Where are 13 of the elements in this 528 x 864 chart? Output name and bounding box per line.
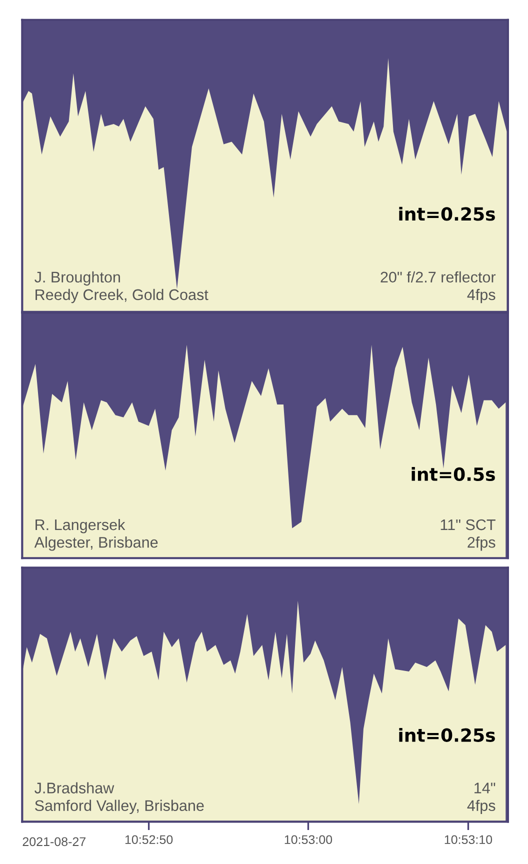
x-tick-label: 10:53:10	[444, 835, 492, 844]
text: 2021-08-27	[22, 837, 86, 846]
x-tick-label: 10:52:50	[125, 835, 173, 844]
annotation: 14" 4fps	[467, 782, 496, 814]
annotation: 20" f/2.7 reflector 4fps	[380, 271, 496, 304]
x-tick-label: 10:53:00	[284, 835, 332, 844]
annotation: 11" SCT 2fps	[440, 519, 496, 551]
annotation: int=0.25s	[399, 206, 495, 221]
annotation: int=0.5s	[412, 467, 495, 482]
annotation: J.Bradshaw Samford Valley, Brisbane	[34, 782, 204, 814]
annotation: J. Broughton Reedy Creek, Gold Coast	[34, 271, 208, 304]
annotation: int=0.25s	[399, 728, 495, 742]
annotation: R. Langersek Algester, Brisbane	[34, 518, 158, 551]
